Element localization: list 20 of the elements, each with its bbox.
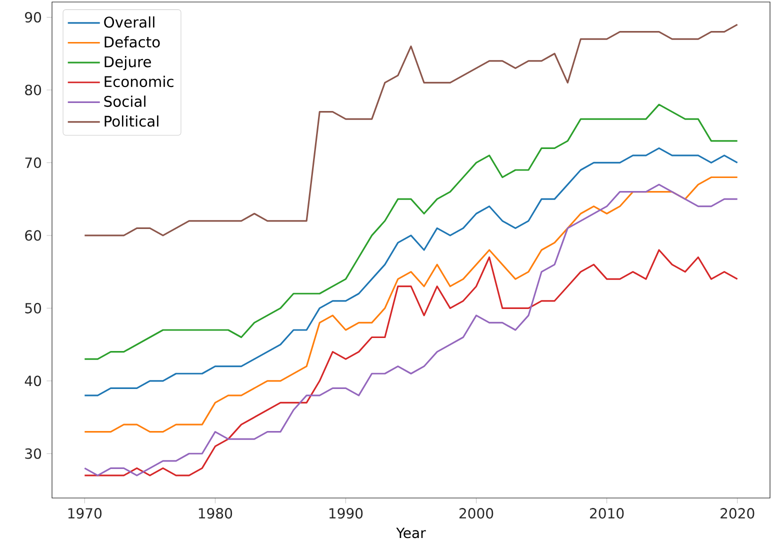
x-tick-label: 1970 — [68, 508, 102, 519]
x-tick-label: 1980 — [198, 508, 232, 519]
y-tick-label: 70 — [25, 157, 42, 168]
x-tick-label: 1990 — [329, 508, 363, 519]
x-axis-title: Year — [396, 528, 426, 538]
y-tick-label: 50 — [25, 302, 42, 314]
y-tick-label: 60 — [25, 230, 42, 241]
x-tick-label: 2000 — [459, 508, 494, 519]
legend-label: Dejure — [104, 56, 151, 70]
x-tick-label: 2020 — [720, 508, 754, 519]
y-tick-label: 40 — [24, 376, 42, 386]
legend-label: Economic — [104, 76, 174, 88]
y-tick-label: 30 — [25, 448, 42, 459]
y-tick-label: 80 — [25, 84, 42, 96]
y-tick-label: 90 — [25, 12, 42, 23]
legend-label: Social — [104, 96, 146, 107]
legend-label: Overall — [104, 16, 154, 28]
x-tick-label: 2010 — [590, 508, 624, 519]
legend-label: Defacto — [104, 36, 160, 48]
legend-label: Political — [104, 115, 158, 127]
